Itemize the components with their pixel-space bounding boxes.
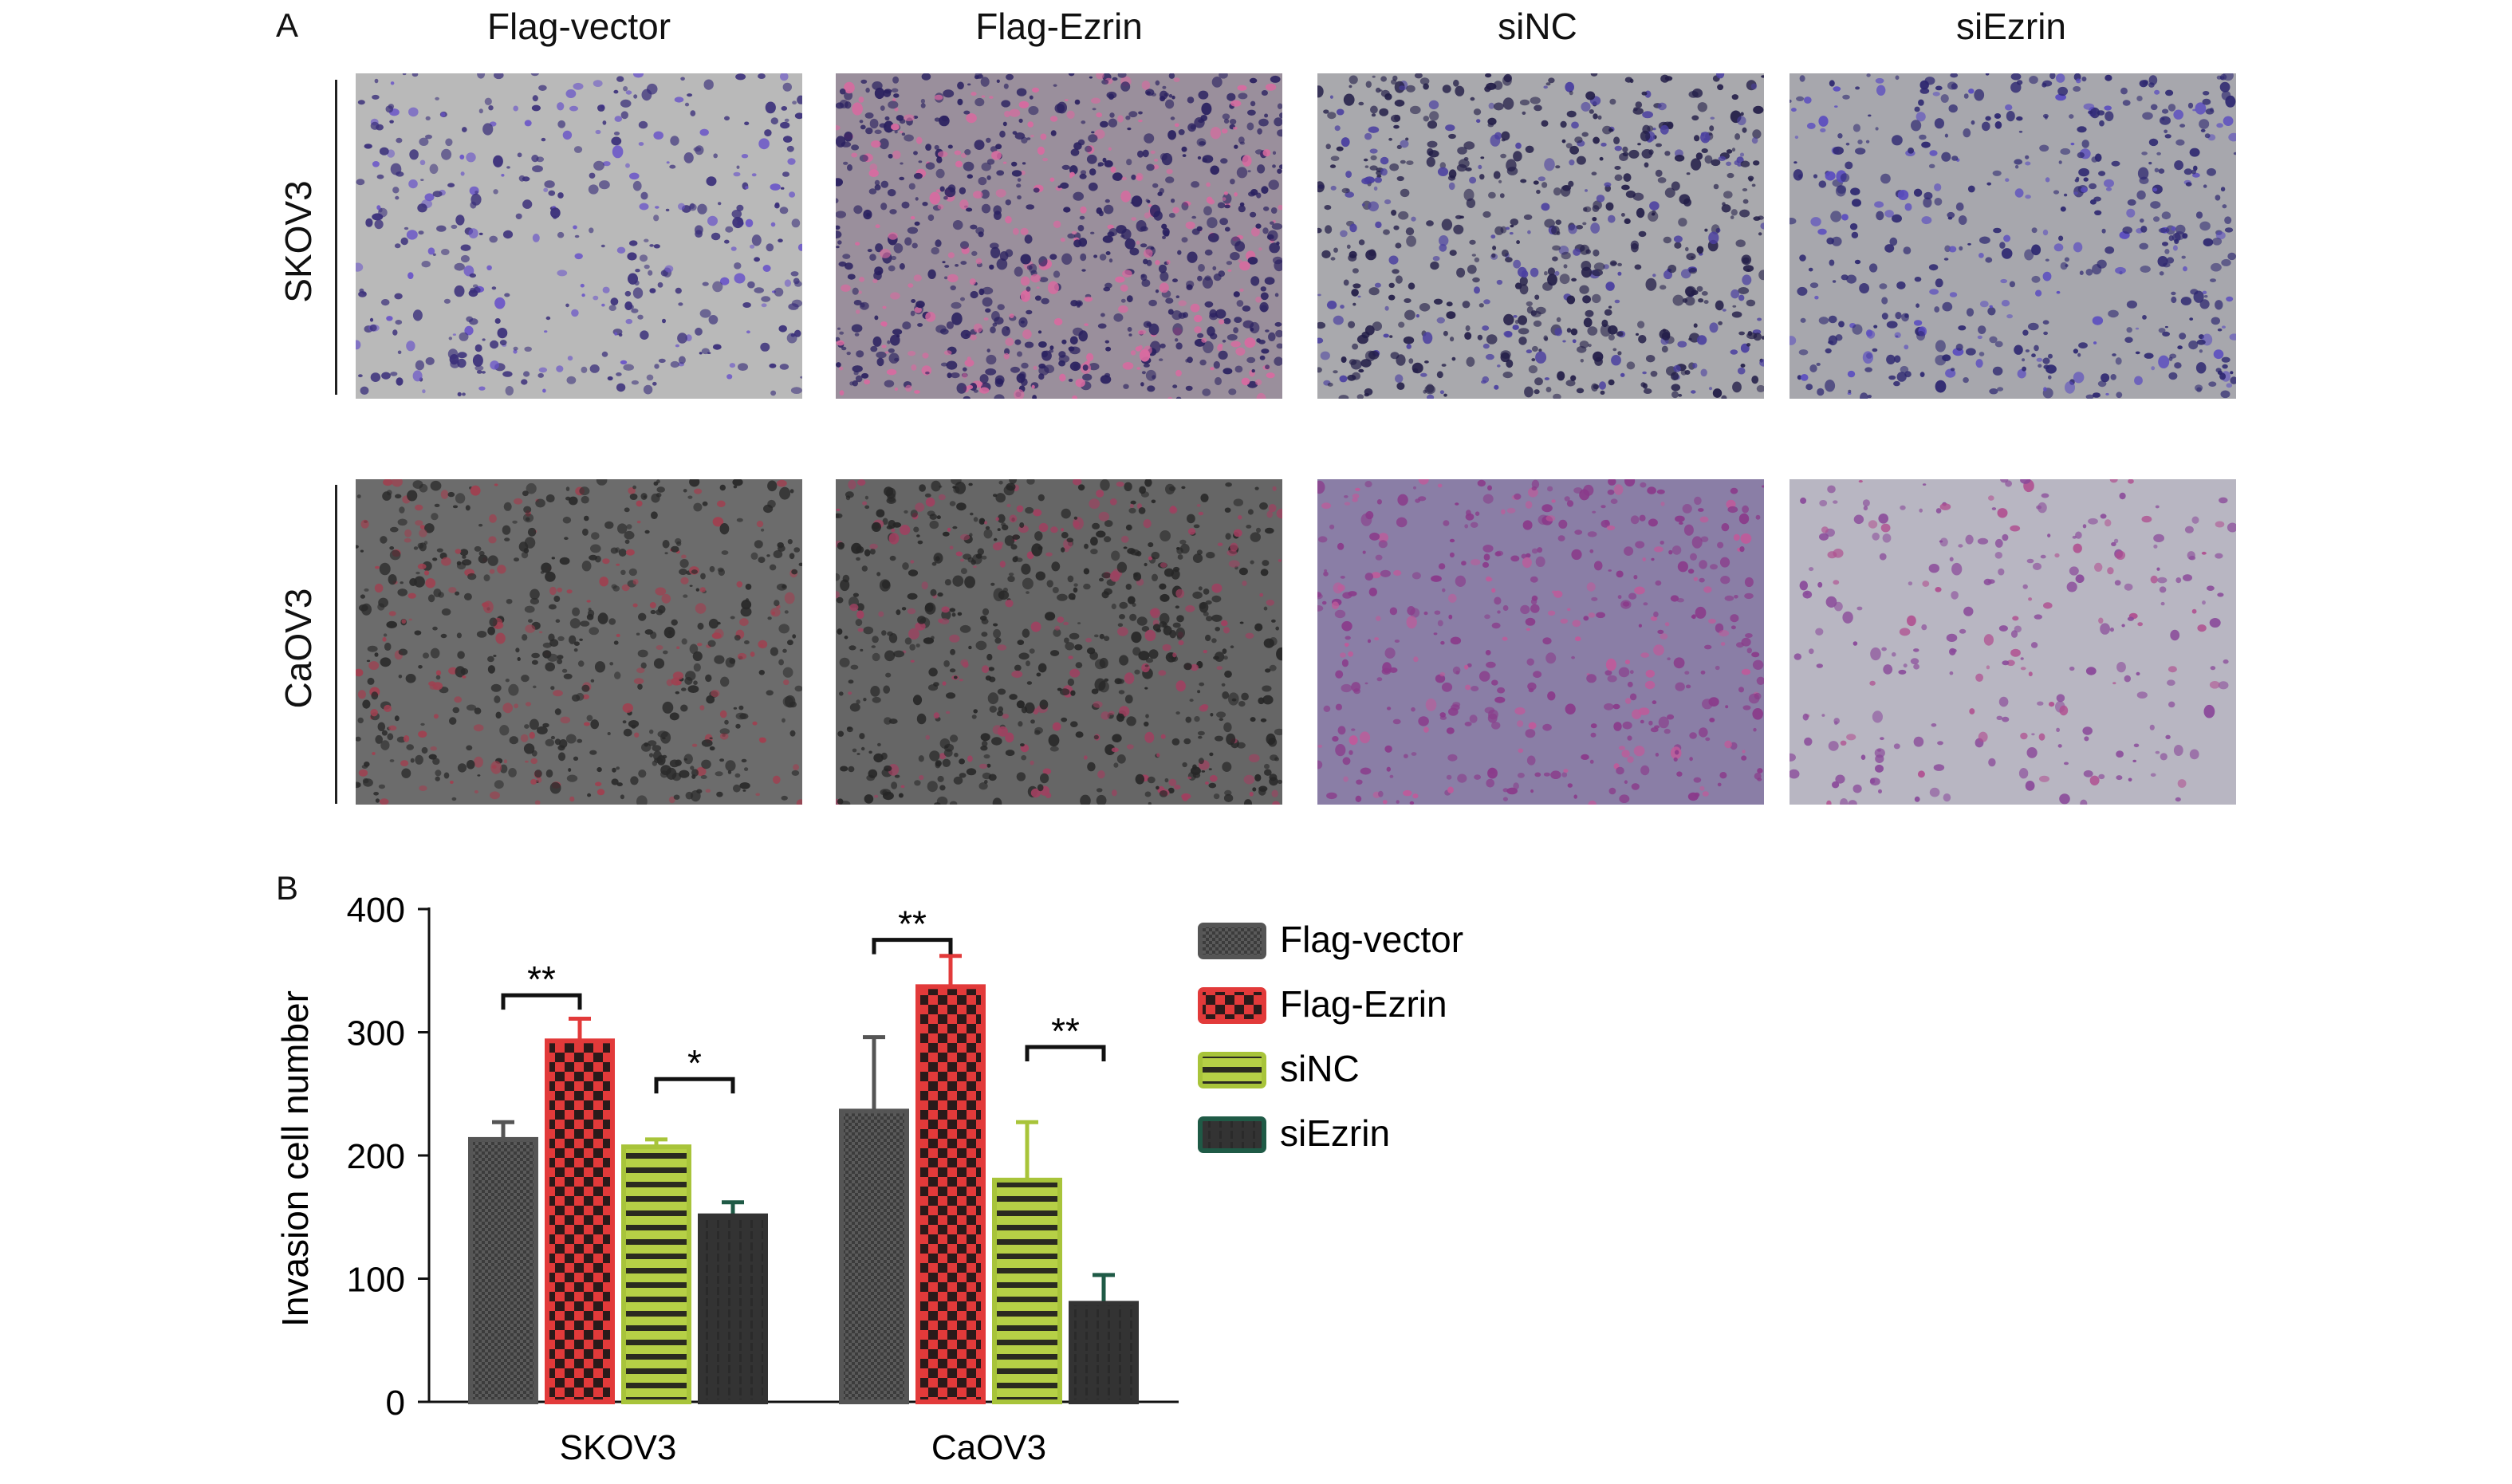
panel-b-letter: B: [276, 869, 299, 907]
row-label-skov3: SKOV3: [278, 180, 319, 303]
bar-siezrin-caov3: [1069, 1301, 1139, 1405]
micrograph-skov3-flag-ezrin: [836, 73, 1282, 399]
bar-sinc-caov3: [992, 1177, 1062, 1404]
bar-flag-ezrin-skov3: [545, 1038, 615, 1404]
legend-swatch: [1198, 1052, 1266, 1088]
micrograph-skov3-siezrin: [1790, 73, 2236, 399]
column-label-flag-vector: Flag-vector: [486, 6, 671, 47]
row-bracket-caov3: [335, 485, 337, 804]
legend-swatch: [1198, 987, 1266, 1024]
row-label-caov3: CaOV3: [278, 588, 319, 709]
bar-sinc-skov3: [621, 1144, 691, 1404]
bar-flag-vector-skov3: [468, 1136, 538, 1404]
bar-flag-ezrin-caov3: [915, 984, 986, 1404]
bar-siezrin-skov3: [698, 1213, 768, 1404]
column-label-siezrin: siEzrin: [1955, 6, 2067, 47]
legend-label: Flag-vector: [1280, 919, 1463, 960]
legend-label: siEzrin: [1280, 1112, 1390, 1154]
micrograph-skov3-flag-vector: [356, 73, 802, 399]
legend-label: Flag-Ezrin: [1280, 983, 1447, 1025]
panel-a-letter: A: [276, 6, 299, 44]
y-tick-label: 0: [386, 1384, 405, 1423]
micrograph-caov3-sinc: [1317, 479, 1764, 805]
y-tick-label: 400: [347, 891, 405, 930]
invasion-bar-chart: Invasion cell number 0 100 200 300 400 SKOV3 C…: [274, 891, 1463, 1467]
micrograph-caov3-flag-vector: [356, 479, 802, 805]
significance-label: *: [687, 1042, 702, 1084]
significance-label: **: [1051, 1010, 1080, 1052]
y-axis-label: Invasion cell number: [274, 990, 316, 1327]
x-category-label: CaOV3: [931, 1428, 1046, 1467]
legend-swatch: [1198, 1116, 1266, 1153]
x-category-label: SKOV3: [560, 1428, 677, 1467]
significance-bracket: [1025, 1045, 1106, 1062]
y-tick-label: 300: [347, 1014, 405, 1053]
micrograph-skov3-sinc: [1317, 73, 1764, 399]
micrograph-caov3-flag-ezrin: [836, 479, 1282, 805]
micrograph-caov3-siezrin: [1790, 479, 2236, 805]
significance-label: **: [527, 958, 556, 1000]
column-label-flag-ezrin: Flag-Ezrin: [975, 6, 1143, 47]
bar-flag-vector-caov3: [839, 1108, 909, 1404]
row-bracket-skov3: [335, 80, 337, 395]
significance-label: **: [898, 903, 927, 945]
significance-bracket: [872, 938, 953, 955]
column-label-sinc: siNC: [1498, 6, 1577, 47]
significance-bracket: [654, 1077, 735, 1094]
legend-swatch: [1198, 923, 1266, 959]
significance-bracket: [501, 993, 582, 1010]
legend-label: siNC: [1280, 1048, 1360, 1089]
y-tick-label: 100: [347, 1261, 405, 1300]
y-tick-label: 200: [347, 1137, 405, 1176]
